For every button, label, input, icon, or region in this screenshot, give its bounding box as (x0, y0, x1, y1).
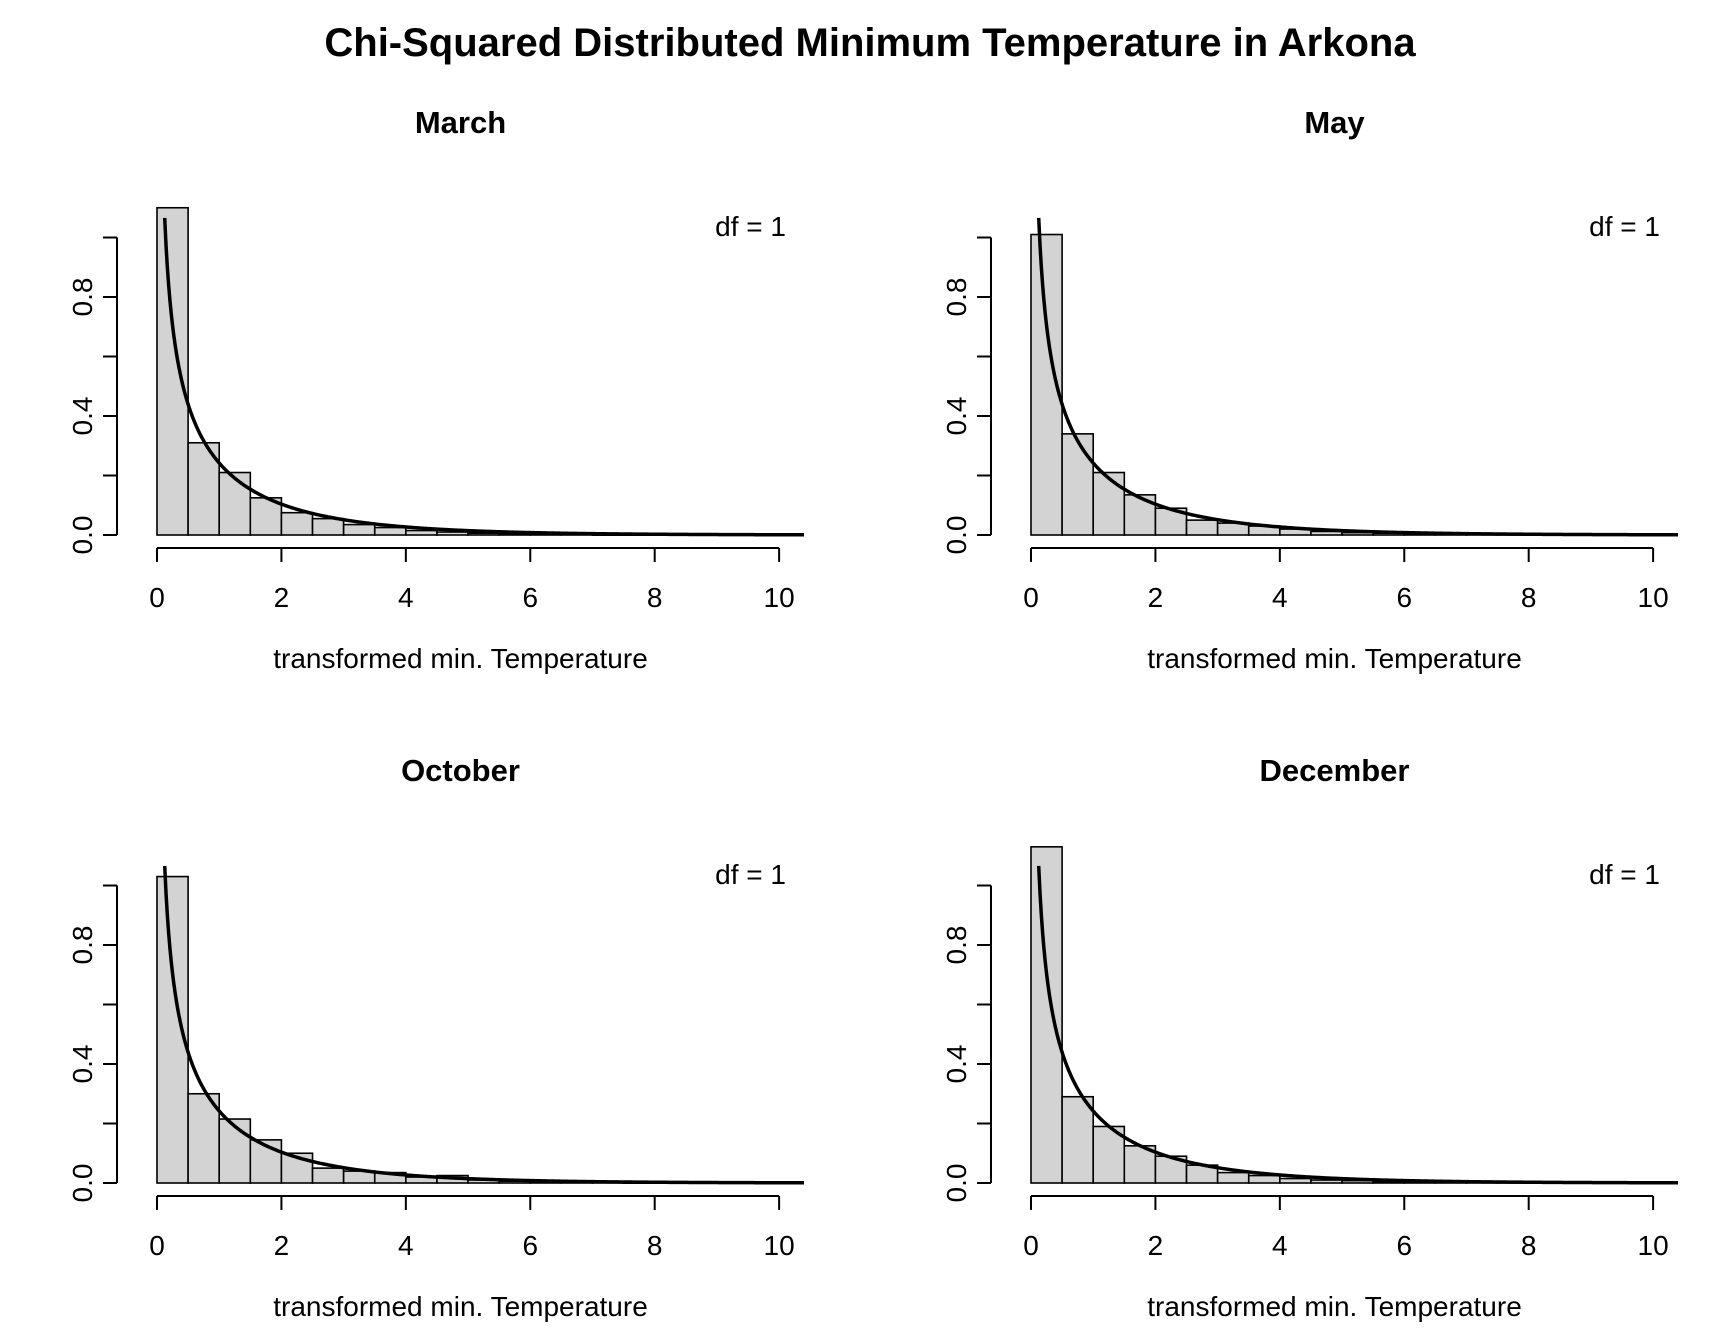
panel-march-bar (373, 526, 407, 536)
panel-may-bar (1092, 471, 1126, 536)
panel-december-x-tick-label: 4 (1272, 1230, 1288, 1261)
panel-october-x-tick-label: 10 (764, 1230, 795, 1261)
panel-march-bar (467, 532, 500, 536)
panel-october-density-curve (162, 865, 805, 1185)
panel-march-df-annotation: df = 1 (715, 211, 786, 242)
panel-may-x-tick-label: 6 (1396, 582, 1412, 613)
panel-october-title: October (401, 753, 520, 788)
panel-october-y-tick-label: 0.0 (67, 1164, 98, 1203)
panel-december-df-annotation: df = 1 (1589, 859, 1660, 890)
panel-march-x-tick-label: 8 (647, 582, 663, 613)
panel-december-x-axis-label: transformed min. Temperature (1147, 1291, 1522, 1322)
panel-october-y-tick-label: 0.4 (67, 1045, 98, 1084)
panel-december-title: December (1260, 753, 1410, 788)
panel-march-bar (436, 531, 469, 536)
panel-march-y-tick-label: 0.0 (67, 516, 98, 555)
panel-december-x-tick-label: 2 (1148, 1230, 1164, 1261)
panel-may-x-axis-label: transformed min. Temperature (1147, 643, 1522, 674)
panel-december-y-tick-label: 0.8 (941, 926, 972, 965)
panel-december-x-tick-label: 8 (1521, 1230, 1537, 1261)
panel-october-bar (187, 1092, 221, 1184)
panel-december-x-tick-label: 10 (1638, 1230, 1669, 1261)
panel-october-bar (311, 1167, 345, 1184)
panel-may-x-tick-label: 8 (1521, 582, 1537, 613)
panel-october: October 0.0 0.4 0.8 0 2 4 6 8 10 transformed min. … (67, 753, 805, 1322)
panel-march-x-tick-label: 6 (522, 582, 538, 613)
panel-december-bar (1061, 1095, 1095, 1184)
panel-december-x-tick-label: 6 (1396, 1230, 1412, 1261)
panel-march-x-tick-label: 2 (274, 582, 290, 613)
panel-december-bar (1279, 1177, 1312, 1184)
panel-may-x-tick-label: 4 (1272, 582, 1288, 613)
panel-december-x-tick-label: 0 (1023, 1230, 1039, 1261)
panel-december: December 0.0 0.4 0.8 0 2 4 6 8 10 transformed min.… (941, 753, 1679, 1322)
panel-december-bar (1030, 846, 1063, 1184)
figure-title: Chi-Squared Distributed Minimum Temperat… (324, 21, 1416, 65)
panel-may-y-tick-label: 0.8 (941, 278, 972, 317)
panel-may: May 0.0 0.4 0.8 0 2 4 6 8 10 transformed min. Temp… (941, 105, 1679, 674)
panel-december-bar (1123, 1145, 1157, 1184)
panel-october-bar (218, 1118, 252, 1184)
panel-october-x-tick-label: 4 (398, 1230, 414, 1261)
panel-may-title: May (1304, 105, 1365, 140)
panel-may-x-tick-label: 2 (1148, 582, 1164, 613)
panel-may-df-annotation: df = 1 (1589, 211, 1660, 242)
panel-march-bar (218, 471, 252, 536)
panel-may-x-tick-label: 0 (1023, 582, 1039, 613)
panel-december-bar (1247, 1174, 1281, 1184)
panel-march-bar (405, 529, 438, 536)
panel-october-x-axis-label: transformed min. Temperature (273, 1291, 648, 1322)
panel-may-y-tick-label: 0.4 (941, 397, 972, 436)
panel-march-title: March (415, 105, 506, 140)
panels-container: March 0.0 0.4 0.8 0 2 4 6 8 10 transformed min. Te… (67, 105, 1679, 1322)
panel-december-bar (1310, 1179, 1343, 1184)
panel-december-bar (1216, 1171, 1250, 1184)
panel-march-x-axis-label: transformed min. Temperature (273, 643, 648, 674)
panel-march-density-curve (162, 217, 805, 537)
panel-may-y-tick-label: 0.0 (941, 516, 972, 555)
panel-march-x-tick-label: 4 (398, 582, 414, 613)
panel-march-bar (280, 511, 314, 536)
panel-march-x-tick-label: 0 (149, 582, 165, 613)
panel-may-bar (1185, 519, 1219, 536)
panel-december-y-tick-label: 0.0 (941, 1164, 972, 1203)
panel-may-bar (1061, 433, 1095, 536)
panel-october-df-annotation: df = 1 (715, 859, 786, 890)
panel-march-bar (156, 206, 189, 536)
panel-october-x-tick-label: 2 (274, 1230, 290, 1261)
panel-october-x-tick-label: 6 (522, 1230, 538, 1261)
panel-may-density-curve (1036, 217, 1679, 537)
panel-december-y-tick-label: 0.4 (941, 1045, 972, 1084)
panel-october-x-tick-label: 8 (647, 1230, 663, 1261)
panel-december-density-curve (1036, 865, 1679, 1185)
panel-march-bar (342, 523, 376, 536)
panel-march-bar (311, 517, 345, 536)
panel-october-y-tick-label: 0.8 (67, 926, 98, 965)
panel-october-x-tick-label: 0 (149, 1230, 165, 1261)
panel-march-y-tick-label: 0.4 (67, 397, 98, 436)
panel-march: March 0.0 0.4 0.8 0 2 4 6 8 10 transformed min. Te… (67, 105, 805, 674)
panel-may-x-tick-label: 10 (1638, 582, 1669, 613)
panel-march-x-tick-label: 10 (764, 582, 795, 613)
panel-march-y-tick-label: 0.8 (67, 278, 98, 317)
